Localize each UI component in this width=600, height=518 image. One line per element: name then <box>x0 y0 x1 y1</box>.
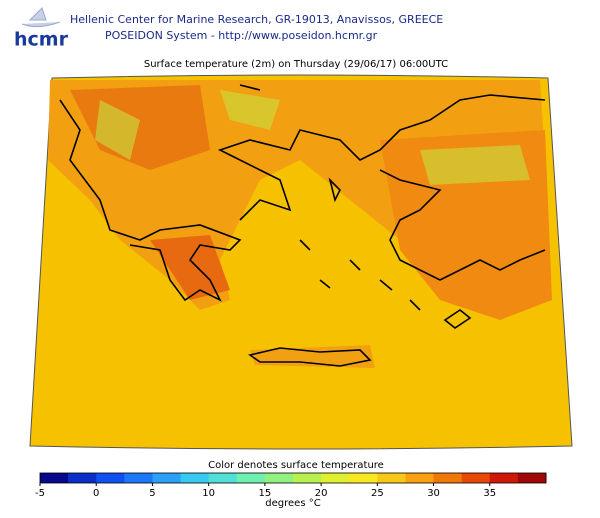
color-segment <box>517 473 547 483</box>
tick-label: 5 <box>149 488 155 499</box>
color-segment <box>180 473 210 483</box>
tick-label: -5 <box>35 488 45 499</box>
color-segment <box>405 473 435 483</box>
color-segment <box>208 473 238 483</box>
tick-label: 35 <box>483 488 496 499</box>
tick-label: 25 <box>371 488 384 499</box>
color-segment <box>321 473 350 483</box>
land <box>95 90 530 185</box>
tick-label: 10 <box>202 488 215 499</box>
tick-label: 0 <box>93 488 99 499</box>
colorbar-label: degrees °C <box>265 498 320 509</box>
tick-label: 15 <box>259 488 272 499</box>
color-segment <box>124 473 153 483</box>
color-segment <box>152 473 182 483</box>
color-segment <box>293 473 322 483</box>
color-segment <box>96 473 125 483</box>
color-segment <box>264 473 294 483</box>
logo-icon <box>21 7 61 28</box>
color-segment <box>377 473 406 483</box>
header-line: Hellenic Center for Marine Research, GR-… <box>70 13 443 26</box>
map <box>29 74 573 450</box>
color-segment <box>236 473 266 483</box>
color-segment <box>349 473 378 483</box>
logo-text: hcmr <box>14 29 69 51</box>
color-segment <box>433 473 463 483</box>
land <box>150 235 230 300</box>
color-segment <box>489 473 519 483</box>
map-title: Surface temperature (2m) on Thursday (29… <box>144 59 448 70</box>
color-segment <box>40 473 69 483</box>
colorbar-caption: Color denotes surface temperature <box>208 460 384 471</box>
colorbar-border <box>39 472 547 484</box>
tick-label: 20 <box>315 488 328 499</box>
color-segment <box>68 473 97 483</box>
color-segment <box>461 473 491 483</box>
colorbar: -5 0 5 10 15 20 25 30 35 <box>35 472 547 499</box>
header-line: POSEIDON System - http://www.poseidon.hc… <box>105 29 378 42</box>
tick-label: 30 <box>427 488 440 499</box>
